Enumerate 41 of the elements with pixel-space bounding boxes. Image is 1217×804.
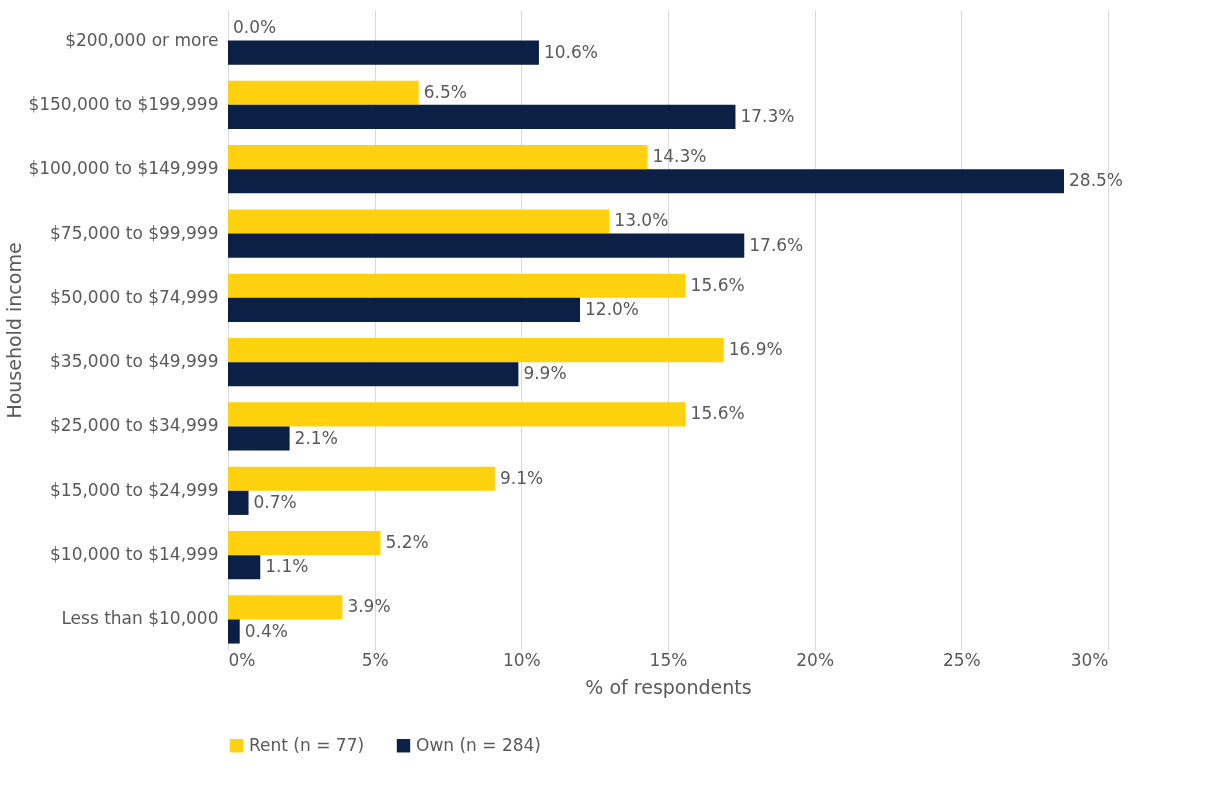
- y-tick-label: $200,000 or more: [65, 29, 219, 50]
- y-axis-title: Household income: [2, 242, 25, 419]
- data-label: 9.1%: [499, 467, 544, 488]
- data-label: 14.3%: [652, 146, 707, 167]
- data-label: 15.6%: [690, 403, 745, 424]
- x-tick-label: 10%: [502, 649, 541, 670]
- data-label: 9.9%: [523, 363, 567, 384]
- legend-label: Rent (n = 77): [249, 734, 365, 755]
- data-label: 1.1%: [265, 556, 309, 577]
- data-label: 16.9%: [728, 339, 783, 360]
- x-tick-label: 15%: [649, 649, 688, 670]
- data-label: 17.3%: [740, 105, 795, 126]
- data-label: 0.4%: [244, 620, 288, 641]
- legend-label: Own (n = 284): [416, 734, 542, 755]
- data-label: 17.6%: [749, 234, 804, 255]
- data-label: 2.1%: [294, 427, 338, 448]
- data-label: 13.0%: [614, 210, 669, 231]
- data-label: 28.5%: [1069, 170, 1124, 191]
- y-tick-label: $25,000 to $34,999: [50, 415, 219, 436]
- data-label: 0.7%: [253, 491, 297, 512]
- x-axis-title: % of respondents: [585, 675, 752, 698]
- data-label: 3.9%: [347, 596, 391, 617]
- x-tick-label: 0%: [228, 649, 256, 670]
- y-tick-label: $150,000 to $199,999: [28, 93, 219, 114]
- y-tick-label: $100,000 to $149,999: [28, 158, 219, 179]
- x-tick-label: 25%: [942, 649, 981, 670]
- y-tick-label: $35,000 to $49,999: [50, 351, 219, 372]
- y-tick-label: Less than $10,000: [61, 608, 219, 629]
- data-label: 10.6%: [543, 41, 598, 62]
- x-tick-label: 5%: [361, 649, 389, 670]
- data-label: 15.6%: [690, 274, 745, 295]
- data-label: 0.0%: [233, 17, 277, 38]
- y-tick-label: $15,000 to $24,999: [50, 479, 219, 500]
- y-tick-label: $75,000 to $99,999: [50, 222, 219, 243]
- y-tick-label: $10,000 to $14,999: [50, 544, 219, 565]
- x-tick-label: 20%: [796, 649, 835, 670]
- data-label: 5.2%: [385, 532, 429, 553]
- x-tick-label: 30%: [1070, 649, 1109, 670]
- y-tick-label: $50,000 to $74,999: [50, 286, 219, 307]
- data-label: 12.0%: [585, 298, 640, 319]
- data-label: 6.5%: [423, 81, 467, 102]
